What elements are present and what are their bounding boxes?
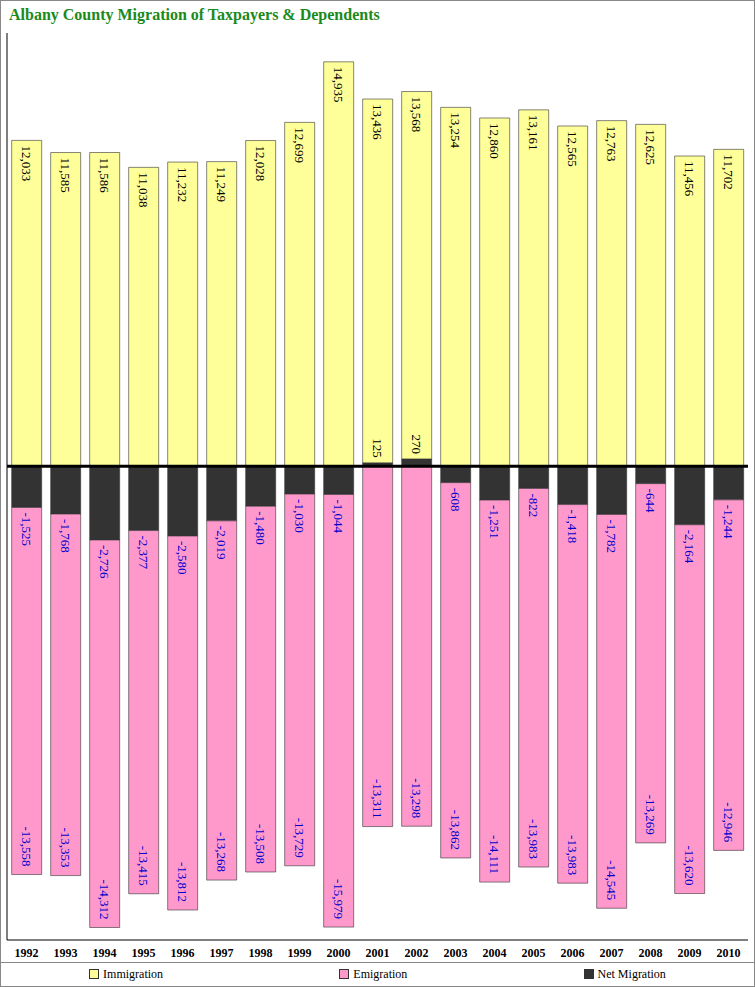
svg-text:-1,418: -1,418 (565, 510, 580, 544)
svg-text:11,585: 11,585 (58, 158, 73, 193)
svg-text:-644: -644 (643, 489, 658, 513)
svg-text:2003: 2003 (444, 946, 468, 960)
svg-text:12,033: 12,033 (19, 145, 34, 181)
svg-text:-13,298: -13,298 (409, 778, 424, 818)
svg-text:11,249: 11,249 (214, 167, 229, 202)
svg-text:1993: 1993 (54, 946, 78, 960)
svg-text:2005: 2005 (522, 946, 546, 960)
svg-text:-13,729: -13,729 (292, 818, 307, 858)
svg-text:-13,620: -13,620 (682, 845, 697, 885)
html-text:Net Migration: Net Migration (597, 966, 666, 981)
svg-text:12,625: 12,625 (643, 129, 658, 165)
svg-text:-1,782: -1,782 (604, 519, 619, 553)
svg-text:-2,164: -2,164 (682, 530, 697, 564)
svg-text:-13,983: -13,983 (565, 835, 580, 875)
svg-text:11,038: 11,038 (136, 172, 151, 207)
svg-text:13,568: 13,568 (409, 97, 424, 133)
svg-text:2000: 2000 (327, 946, 351, 960)
svg-text:1998: 1998 (249, 946, 273, 960)
svg-text:2009: 2009 (678, 946, 702, 960)
svg-text:1999: 1999 (288, 946, 312, 960)
svg-text:11,586: 11,586 (97, 158, 112, 194)
svg-text:11,232: 11,232 (175, 167, 190, 202)
svg-text:2008: 2008 (639, 946, 663, 960)
svg-text:-2,377: -2,377 (136, 536, 151, 570)
svg-text:-2,019: -2,019 (214, 526, 229, 560)
svg-text:-13,558: -13,558 (19, 826, 34, 866)
svg-text:12,028: 12,028 (253, 146, 268, 182)
svg-text:2007: 2007 (600, 946, 624, 960)
svg-text:-822: -822 (526, 493, 541, 517)
svg-text:-1,525: -1,525 (19, 512, 34, 546)
svg-text:2002: 2002 (405, 946, 429, 960)
svg-text:1994: 1994 (93, 946, 117, 960)
svg-text:-14,545: -14,545 (604, 860, 619, 900)
svg-text:-1,044: -1,044 (331, 499, 346, 533)
svg-text:-14,111: -14,111 (487, 835, 502, 874)
svg-text:-13,983: -13,983 (526, 819, 541, 859)
html-text:Immigration: Immigration (103, 966, 164, 981)
svg-text:11,456: 11,456 (682, 161, 697, 197)
svg-text:-13,311: -13,311 (370, 779, 385, 819)
svg-text:1992: 1992 (15, 946, 39, 960)
svg-text:2001: 2001 (366, 946, 390, 960)
svg-text:12,699: 12,699 (292, 127, 307, 163)
svg-text:13,254: 13,254 (448, 112, 463, 148)
svg-text:13,161: 13,161 (526, 115, 541, 151)
svg-text:-1,251: -1,251 (487, 505, 502, 539)
svg-text:-1,768: -1,768 (58, 519, 73, 553)
svg-text:125: 125 (370, 438, 385, 458)
svg-text:270: 270 (409, 434, 424, 454)
svg-text:-13,268: -13,268 (214, 832, 229, 872)
svg-text:-1,030: -1,030 (292, 499, 307, 533)
svg-text:-13,508: -13,508 (253, 824, 268, 864)
svg-text:1995: 1995 (132, 946, 156, 960)
svg-text:2004: 2004 (483, 946, 507, 960)
svg-text:12,565: 12,565 (565, 131, 580, 167)
svg-text:12,860: 12,860 (487, 123, 502, 159)
svg-text:2006: 2006 (561, 946, 585, 960)
svg-text:-14,312: -14,312 (97, 879, 112, 919)
svg-text:12,763: 12,763 (604, 126, 619, 162)
svg-text:-13,415: -13,415 (136, 846, 151, 886)
svg-text:-13,862: -13,862 (448, 810, 463, 850)
svg-text:-13,269: -13,269 (643, 795, 658, 835)
svg-text:14,935: 14,935 (331, 67, 346, 103)
svg-text:-15,979: -15,979 (331, 879, 346, 919)
svg-text:-2,580: -2,580 (175, 541, 190, 575)
svg-text:-13,812: -13,812 (175, 862, 190, 902)
svg-text:-1,480: -1,480 (253, 511, 268, 545)
svg-text:11,702: 11,702 (721, 154, 736, 189)
svg-text:13,436: 13,436 (370, 104, 385, 140)
svg-text:1996: 1996 (171, 946, 195, 960)
svg-text:-1,244: -1,244 (721, 505, 736, 539)
svg-text:1997: 1997 (210, 946, 234, 960)
html-text:Emigration: Emigration (353, 966, 408, 981)
svg-text:-608: -608 (448, 488, 463, 512)
svg-text:-13,353: -13,353 (58, 827, 73, 867)
svg-text:-2,726: -2,726 (97, 545, 112, 579)
html-text:Albany County Migration of Tax: Albany County Migration of Taxpayers & D… (9, 6, 380, 23)
svg-text:2010: 2010 (717, 946, 741, 960)
svg-text:-12,946: -12,946 (721, 802, 736, 843)
